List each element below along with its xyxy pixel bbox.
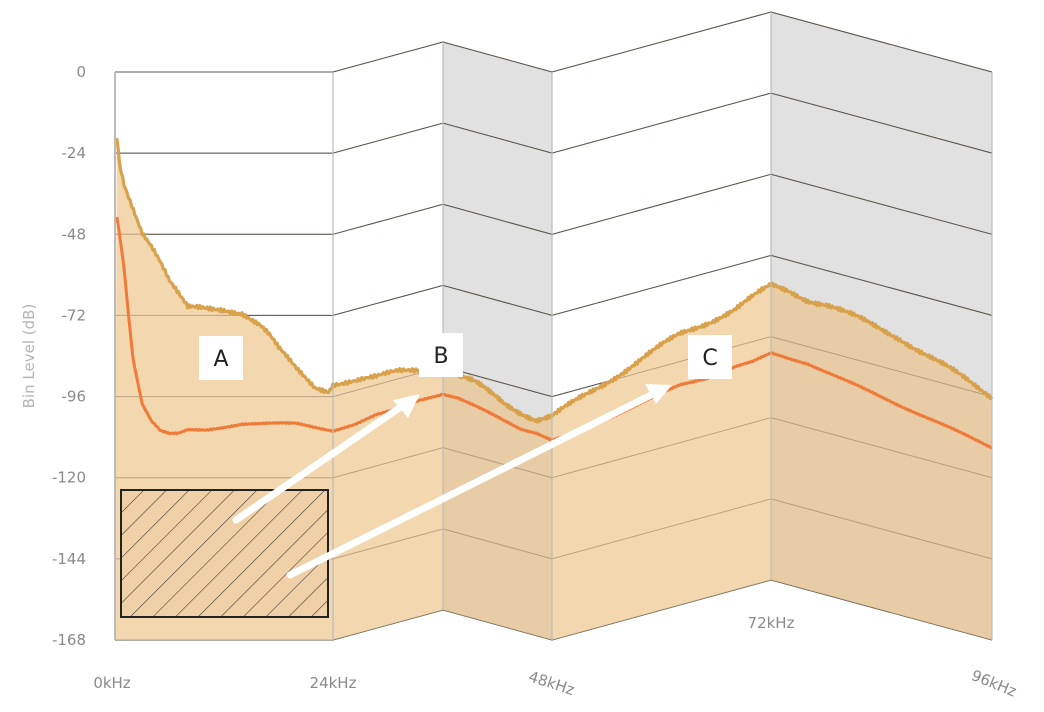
gridline-0 (115, 11, 993, 73)
callout-b: B (419, 333, 463, 377)
y-axis-title: Bin Level (dB) (20, 304, 38, 409)
gridline-over-2 (115, 173, 993, 235)
y-axis-ticks: 0 -24 -48 -72 -96 -120 -144 -168 (52, 63, 86, 649)
panel-shade-5 (771, 12, 992, 640)
gridline-1 (115, 92, 993, 154)
panel-shading (443, 12, 992, 640)
upper-spectrum-line (115, 138, 994, 424)
callout-a-box (199, 336, 243, 380)
upper-spectrum-area (115, 138, 992, 640)
gridline-over-4 (115, 336, 993, 398)
gridline-over-0 (115, 11, 993, 73)
y-tick-label-0: 0 (76, 63, 86, 81)
callout-c-label: C (702, 346, 717, 371)
y-tick-label-6: -144 (52, 550, 86, 568)
arrows (232, 384, 672, 579)
x-tick-label-0: 0kHz (93, 674, 131, 692)
x-tick-label-3: 72kHz (748, 614, 795, 632)
y-tick-label-1: -24 (62, 144, 87, 162)
fold-lines (114, 12, 993, 640)
callout-c: C (688, 335, 732, 379)
gridline-2 (115, 173, 993, 235)
callout-a: A (199, 336, 243, 380)
panel-shade-3 (443, 42, 552, 640)
hatched-region (120, 489, 329, 618)
gridline-over-3 (115, 254, 993, 316)
arrowhead-b (393, 394, 420, 418)
arrowhead-c (645, 384, 672, 404)
x-tick-label-4: 96kHz (969, 666, 1019, 700)
callout-b-label: B (433, 344, 448, 369)
arrow-to-b (232, 400, 409, 524)
x-tick-label-2: 48kHz (526, 667, 576, 699)
y-tick-label-5: -120 (52, 469, 86, 487)
arrow-to-c (286, 389, 659, 579)
callout-c-box (688, 335, 732, 379)
lower-spectrum-line (115, 216, 993, 449)
y-tick-label-7: -168 (52, 631, 86, 649)
y-tick-label-2: -48 (62, 225, 87, 243)
gridline-over-1 (115, 92, 993, 154)
y-tick-label-4: -96 (62, 388, 87, 406)
x-tick-label-1: 24kHz (310, 674, 357, 692)
callout-b-box (419, 333, 463, 377)
y-tick-label-3: -72 (62, 306, 87, 324)
callout-a-label: A (213, 347, 228, 372)
gridline-3 (115, 254, 993, 316)
gridline-over-7 (115, 579, 993, 641)
